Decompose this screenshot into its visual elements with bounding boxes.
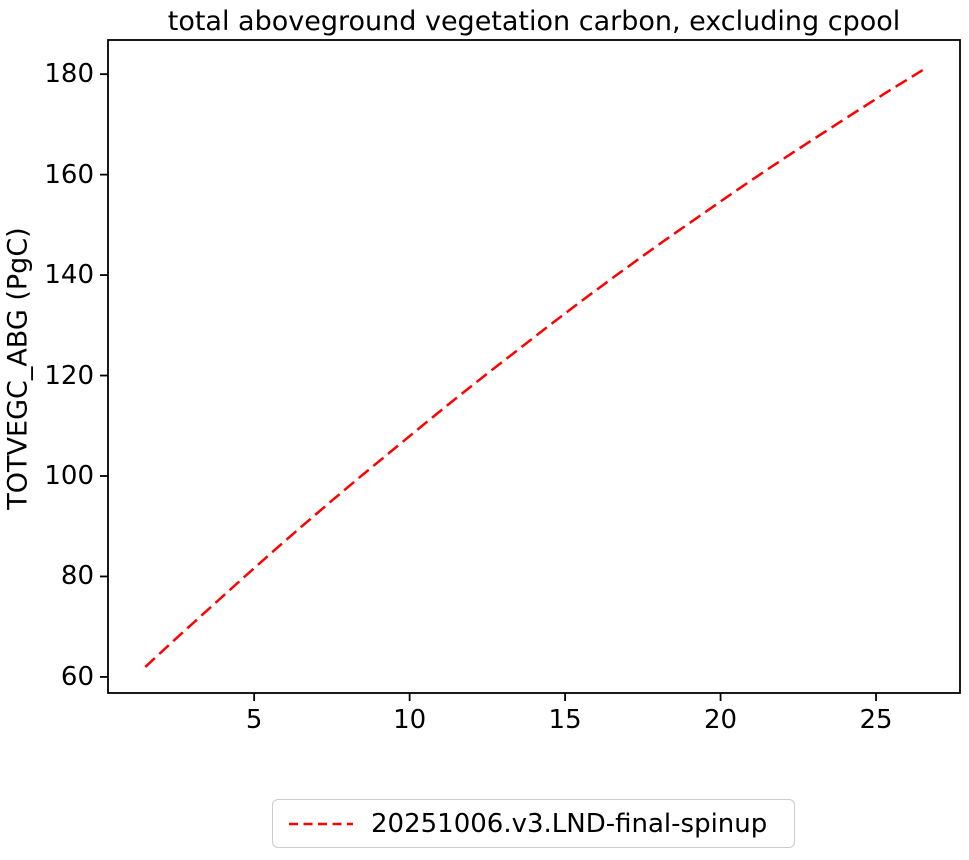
x-tick-label: 15 (548, 705, 582, 735)
legend-line-sample-icon (289, 822, 353, 825)
x-tick-label: 20 (704, 705, 738, 735)
y-tick-label: 180 (44, 59, 94, 90)
y-tick-label: 80 (60, 561, 94, 592)
x-tick-label: 5 (245, 705, 263, 735)
plot-border (107, 39, 961, 694)
x-tick-label: 25 (859, 705, 893, 735)
axis-ticks (100, 73, 877, 701)
legend-box: 20251006.v3.LND-final-spinup (272, 799, 795, 848)
y-tick-label: 100 (44, 461, 94, 491)
chart-title: total aboveground vegetation carbon, exc… (167, 6, 901, 37)
y-tick-label: 120 (44, 360, 94, 391)
y-tick-label: 160 (44, 159, 94, 190)
y-tick-label: 60 (60, 661, 94, 692)
plot-area (100, 39, 961, 701)
legend-label: 20251006.v3.LND-final-spinup (371, 808, 768, 839)
data-series-line (144, 69, 924, 668)
y-tick-label: 140 (44, 260, 94, 291)
x-tick-label: 10 (393, 705, 427, 735)
